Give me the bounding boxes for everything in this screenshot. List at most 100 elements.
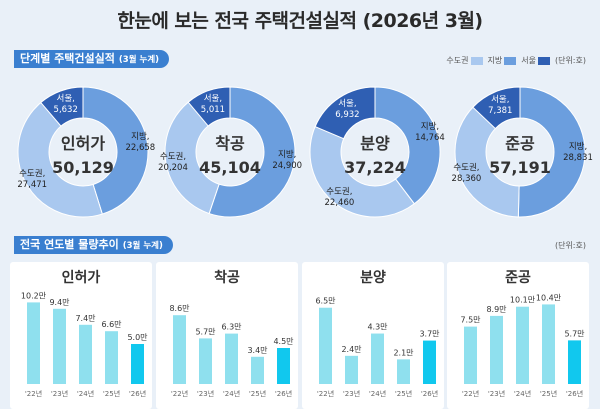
donut-chart-3: 분양 37,224 지방, 14,764 수도권, 22,460 서울, 6,932 [300, 72, 450, 232]
legend-item-seoul: 서울 [521, 55, 550, 66]
bar-chart-title: 분양 [360, 270, 386, 286]
bar-chart-title: 준공 [505, 270, 531, 286]
legend-item-capital: 수도권 [446, 55, 483, 66]
donut-title: 인허가 [60, 134, 106, 153]
bar-value-label: 10.2만 [21, 291, 47, 300]
legend-item-region: 지방 [488, 55, 517, 66]
x-tick-label: '22년 [317, 389, 334, 398]
bar-chart-1: 인허가 10.2만 '22년 9.4만 '23년 7.4만 '24년 6.6만 '25년 5.0만… [10, 262, 152, 409]
bar-value-label: 2.4만 [341, 345, 362, 354]
bar-value-label: 7.4만 [75, 314, 96, 323]
donut-label-region: 지방, 24,900 [272, 150, 303, 172]
donut-slice-seoul [472, 86, 521, 130]
donut-slice-region [208, 86, 296, 218]
bar-value-label: 4.3만 [367, 323, 388, 332]
donut-title: 분양 [360, 134, 390, 153]
donut-label-seoul: 서울, 7,381 [488, 95, 513, 117]
bar [464, 326, 477, 384]
section-header-yearly: 전국 연도별 물량추이 (3월 누계) [14, 236, 173, 254]
bar-value-label: 4.5만 [273, 337, 294, 346]
bar [251, 356, 264, 384]
bar-value-label: 10.1만 [510, 296, 536, 305]
donut-slice-region [82, 86, 149, 215]
donut-title: 착공 [215, 134, 245, 153]
bar-chart-2: 착공 8.6만 '22년 5.7만 '23년 6.3만 '24년 3.4만 '25년 4.5만 '2… [156, 262, 298, 409]
donut-slice-seoul [40, 86, 84, 127]
bar-value-label: 6.3만 [221, 323, 242, 332]
chart-legend: 수도권 지방 서울 (단위:호) [446, 55, 586, 66]
donut-total: 57,191 [489, 158, 551, 177]
donut-label-region: 지방, 22,658 [125, 132, 156, 154]
x-tick-label: '23년 [343, 389, 360, 398]
bar [542, 304, 555, 384]
bar [516, 306, 529, 384]
x-tick-label: '22년 [171, 389, 188, 398]
donut-chart-2: 착공 45,104 지방, 24,900 수도권, 20,204 서울, 5,011 [155, 72, 305, 232]
x-tick-label: '22년 [462, 389, 479, 398]
bar [277, 348, 290, 384]
donut-total: 50,129 [52, 158, 114, 177]
bar [53, 308, 66, 384]
x-tick-label: '24년 [369, 389, 386, 398]
donut-center: 착공 45,104 [155, 130, 305, 177]
donut-label-capital: 수도권, 20,204 [158, 151, 188, 173]
unit-label: (단위:호) [554, 56, 586, 65]
bar-value-label: 3.7만 [419, 330, 440, 339]
bar-value-label: 7.5만 [460, 316, 481, 325]
x-tick-label: '23년 [51, 389, 68, 398]
bar [490, 315, 503, 384]
donut-slice-region [374, 86, 441, 205]
bar-value-label: 2.1만 [393, 348, 414, 357]
bar [173, 315, 186, 384]
x-tick-label: '25년 [103, 389, 120, 398]
x-tick-label: '24년 [77, 389, 94, 398]
donut-label-region: 지방, 28,831 [563, 141, 593, 163]
bar [397, 359, 410, 384]
bar-chart-3: 분양 6.5만 '22년 2.4만 '23년 4.3만 '24년 2.1만 '25년 3.7만 '2… [302, 262, 444, 409]
bar-chart-4: 준공 7.5만 '22년 8.9만 '23년 10.1만 '24년 10.4만 '25년 5.7만… [447, 262, 589, 409]
donut-slice-seoul [314, 86, 376, 140]
x-tick-label: '26년 [129, 389, 146, 398]
bar [199, 338, 212, 384]
donut-chart-4: 준공 57,191 지방, 28,831 수도권, 28,360 서울, 7,381 [445, 72, 595, 232]
donut-center: 준공 57,191 [445, 130, 595, 177]
bar [319, 307, 332, 384]
section-title: 전국 연도별 물량추이 [20, 238, 119, 251]
donut-total: 37,224 [344, 158, 406, 177]
bar-chart-title: 인허가 [61, 270, 101, 286]
donut-label-region: 지방, 14,764 [415, 122, 445, 144]
bar-value-label: 5.7만 [564, 329, 585, 338]
unit-label: (단위:호) [554, 241, 586, 250]
section-subtitle: (3월 누계) [122, 241, 163, 251]
bar [345, 355, 358, 384]
bar [105, 331, 118, 384]
bar [131, 344, 144, 384]
donut-label-capital: 수도권, 27,471 [17, 168, 48, 190]
bar-value-label: 9.4만 [49, 298, 70, 307]
bar [568, 340, 581, 384]
x-tick-label: '25년 [249, 389, 266, 398]
x-tick-label: '25년 [395, 389, 412, 398]
x-tick-label: '25년 [540, 389, 557, 398]
x-tick-label: '24년 [514, 389, 531, 398]
x-tick-label: '26년 [275, 389, 292, 398]
x-tick-label: '26년 [566, 389, 583, 398]
bar-value-label: 6.5만 [315, 297, 336, 306]
donut-label-capital: 수도권, 22,460 [324, 186, 355, 208]
section-subtitle: (3월 누계) [118, 55, 160, 65]
bar-value-label: 6.6만 [101, 320, 122, 329]
bar-value-label: 5.7만 [195, 327, 216, 336]
donut-center: 분양 37,224 [300, 130, 450, 177]
x-tick-label: '23년 [488, 389, 505, 398]
donut-label-capital: 수도권, 28,360 [451, 163, 482, 185]
bar [27, 302, 40, 384]
x-tick-label: '23년 [197, 389, 214, 398]
bar [225, 333, 238, 384]
donut-center: 인허가 50,129 [8, 130, 158, 177]
donut-label-seoul: 서울, 5,011 [200, 94, 226, 115]
donut-label-seoul: 서울, 5,632 [53, 94, 78, 116]
donut-chart-1: 인허가 50,129 지방, 22,658 수도권, 27,471 서울, 5,632 [8, 72, 158, 232]
bar-chart-title: 착공 [214, 270, 240, 286]
bar-value-label: 10.4만 [536, 293, 562, 302]
bar-value-label: 8.9만 [486, 305, 507, 314]
